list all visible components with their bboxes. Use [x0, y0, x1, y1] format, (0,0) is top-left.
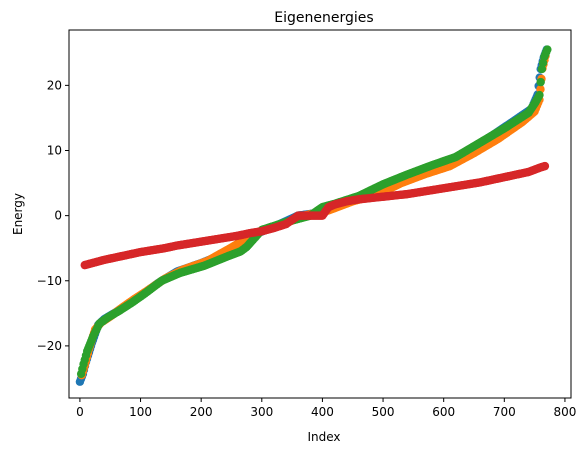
y-tick-label: 10 — [47, 143, 62, 157]
axes: 0 100 200 300 400 500 600 700 800 −20 −10 0 10 20 — [37, 30, 577, 419]
x-tick-label: 100 — [129, 405, 152, 419]
x-tick-label: 500 — [372, 405, 395, 419]
x-tick-label: 0 — [76, 405, 84, 419]
x-tick-label: 300 — [250, 405, 273, 419]
chart-title: Eigenenergies — [274, 10, 373, 26]
series-3-point — [543, 45, 551, 53]
x-tick-label: 200 — [190, 405, 213, 419]
y-axis-label: Energy — [11, 193, 25, 235]
series-4 — [81, 162, 550, 269]
x-tick-label: 600 — [432, 405, 455, 419]
x-tick-label: 800 — [553, 405, 576, 419]
y-tick-label: −10 — [37, 274, 62, 288]
series-3-point — [535, 91, 543, 99]
y-tick-label: 20 — [47, 78, 62, 92]
y-tick-label: −20 — [37, 339, 62, 353]
x-tick-label: 700 — [493, 405, 516, 419]
series-3-point — [536, 78, 544, 86]
plot-area — [76, 45, 552, 386]
x-tick-label: 400 — [311, 405, 334, 419]
y-tick-label: 0 — [54, 209, 62, 223]
series-4-point — [541, 162, 549, 170]
points-group — [76, 45, 552, 386]
x-axis-label: Index — [307, 430, 340, 444]
